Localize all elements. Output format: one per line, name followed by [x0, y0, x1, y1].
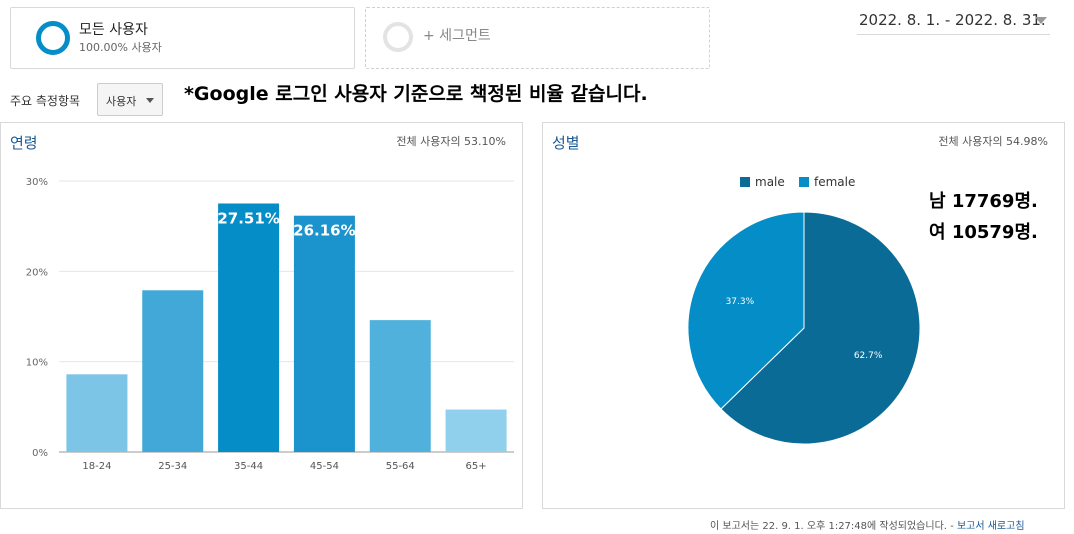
- date-range-text: 2022. 8. 1. - 2022. 8. 31.: [859, 11, 1046, 29]
- gender-pie-chart: 62.7% 37.3% male female: [687, 175, 921, 445]
- segment-all-users[interactable]: 모든 사용자 100.00% 사용자: [10, 7, 355, 69]
- pie-slice-male: [720, 211, 921, 445]
- segment-percentage: 100.00% 사용자: [79, 41, 162, 54]
- bar-data-label: 27.51%: [217, 209, 279, 227]
- footer-text: 이 보고서는 22. 9. 1. 오후 1:27:48에 작성되었습니다. -: [710, 521, 954, 532]
- report-footer: 이 보고서는 22. 9. 1. 오후 1:27:48에 작성되었습니다. - …: [710, 517, 1025, 532]
- x-tick-label: 18-24: [82, 461, 111, 472]
- y-tick-label: 20%: [26, 267, 48, 278]
- pie-slice-label: 62.7%: [854, 351, 883, 361]
- legend-label: female: [814, 175, 855, 189]
- bar-55-64: [369, 320, 431, 452]
- refresh-report-link[interactable]: 보고서 새로고침: [956, 521, 1025, 532]
- metric-selected-value: 사용자: [106, 95, 137, 108]
- gender-panel-note: 전체 사용자의 54.98%: [938, 135, 1048, 148]
- bar-data-label: 26.16%: [293, 222, 355, 240]
- empty-ring-icon: [383, 22, 413, 52]
- x-tick-label: 35-44: [234, 461, 263, 472]
- y-tick-label: 30%: [26, 177, 48, 188]
- gender-panel: 성별 전체 사용자의 54.98% 62.7% 37.3% male female: [542, 122, 1065, 509]
- y-tick-label: 10%: [26, 358, 48, 369]
- x-tick-label: 45-54: [310, 461, 339, 472]
- chevron-down-icon: [1035, 17, 1047, 24]
- pie-slice-label: 37.3%: [726, 297, 755, 307]
- add-segment-label: + 세그먼트: [423, 28, 491, 44]
- age-panel-note: 전체 사용자의 53.10%: [396, 135, 506, 148]
- date-range-picker[interactable]: 2022. 8. 1. - 2022. 8. 31.: [857, 8, 1050, 35]
- segment-name: 모든 사용자: [79, 22, 148, 38]
- age-panel: 연령 전체 사용자의 53.10% 0% 10% 20% 30% 18-24 25-34 3…: [0, 122, 523, 509]
- y-tick-label: 0%: [32, 448, 48, 459]
- age-panel-title: 연령: [10, 134, 38, 152]
- bar-35-44: [218, 203, 280, 452]
- pie-slice-female: [687, 211, 805, 410]
- bar-65+: [445, 409, 507, 452]
- legend-label: male: [755, 175, 785, 189]
- female-count-note: 여 10579명.: [929, 222, 1038, 243]
- bar-25-34: [142, 290, 204, 452]
- gender-summary: 남 17769명. 여 10579명.: [929, 186, 1038, 248]
- segment-ring-icon: [36, 21, 70, 55]
- metric-label: 주요 측정항목: [10, 94, 81, 108]
- male-count-note: 남 17769명.: [929, 191, 1038, 212]
- metric-select[interactable]: 사용자: [97, 83, 163, 116]
- chevron-down-icon: [146, 98, 154, 103]
- add-segment-button[interactable]: + 세그먼트: [365, 7, 710, 69]
- age-bar-chart: 0% 10% 20% 30% 18-24 25-34 35-44 27.51% 45-54 26.…: [26, 177, 514, 472]
- x-tick-label: 55-64: [386, 461, 415, 472]
- annotation-note: *Google 로그인 사용자 기준으로 책정된 비율 같습니다.: [184, 83, 648, 105]
- x-tick-label: 65+: [466, 461, 487, 472]
- bar-45-54: [293, 215, 355, 452]
- x-tick-label: 25-34: [158, 461, 187, 472]
- legend-swatch-male: [740, 177, 750, 187]
- gender-panel-title: 성별: [552, 134, 580, 152]
- bar-18-24: [66, 374, 128, 452]
- legend-swatch-female: [799, 177, 809, 187]
